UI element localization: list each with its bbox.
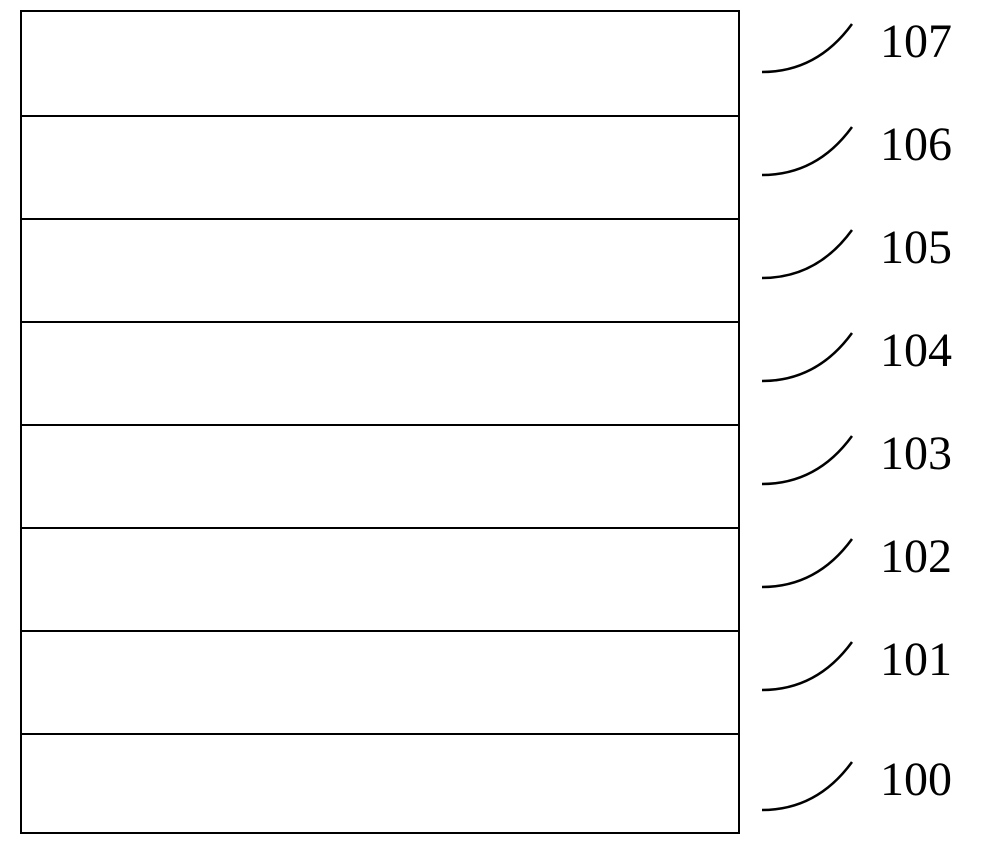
- layer-103: [22, 424, 738, 527]
- leader-104: [762, 331, 857, 386]
- layer-105: [22, 218, 738, 321]
- layer-100: [22, 733, 738, 832]
- leader-106: [762, 125, 857, 180]
- label-104: 104: [880, 327, 952, 375]
- label-102: 102: [880, 533, 952, 581]
- layer-stack: [20, 10, 740, 834]
- label-100: 100: [880, 756, 952, 804]
- label-107: 107: [880, 18, 952, 66]
- layer-101: [22, 630, 738, 733]
- layer-102: [22, 527, 738, 630]
- label-105: 105: [880, 224, 952, 272]
- layer-106: [22, 115, 738, 218]
- leader-107: [762, 22, 857, 77]
- leader-103: [762, 434, 857, 489]
- label-101: 101: [880, 636, 952, 684]
- layer-107: [22, 12, 738, 115]
- layer-104: [22, 321, 738, 424]
- leader-102: [762, 537, 857, 592]
- leader-105: [762, 228, 857, 283]
- label-106: 106: [880, 121, 952, 169]
- label-103: 103: [880, 430, 952, 478]
- leader-101: [762, 640, 857, 695]
- leader-100: [762, 760, 857, 815]
- layer-stack-diagram: 107 106 105 104 103 102 101 100: [0, 0, 1007, 847]
